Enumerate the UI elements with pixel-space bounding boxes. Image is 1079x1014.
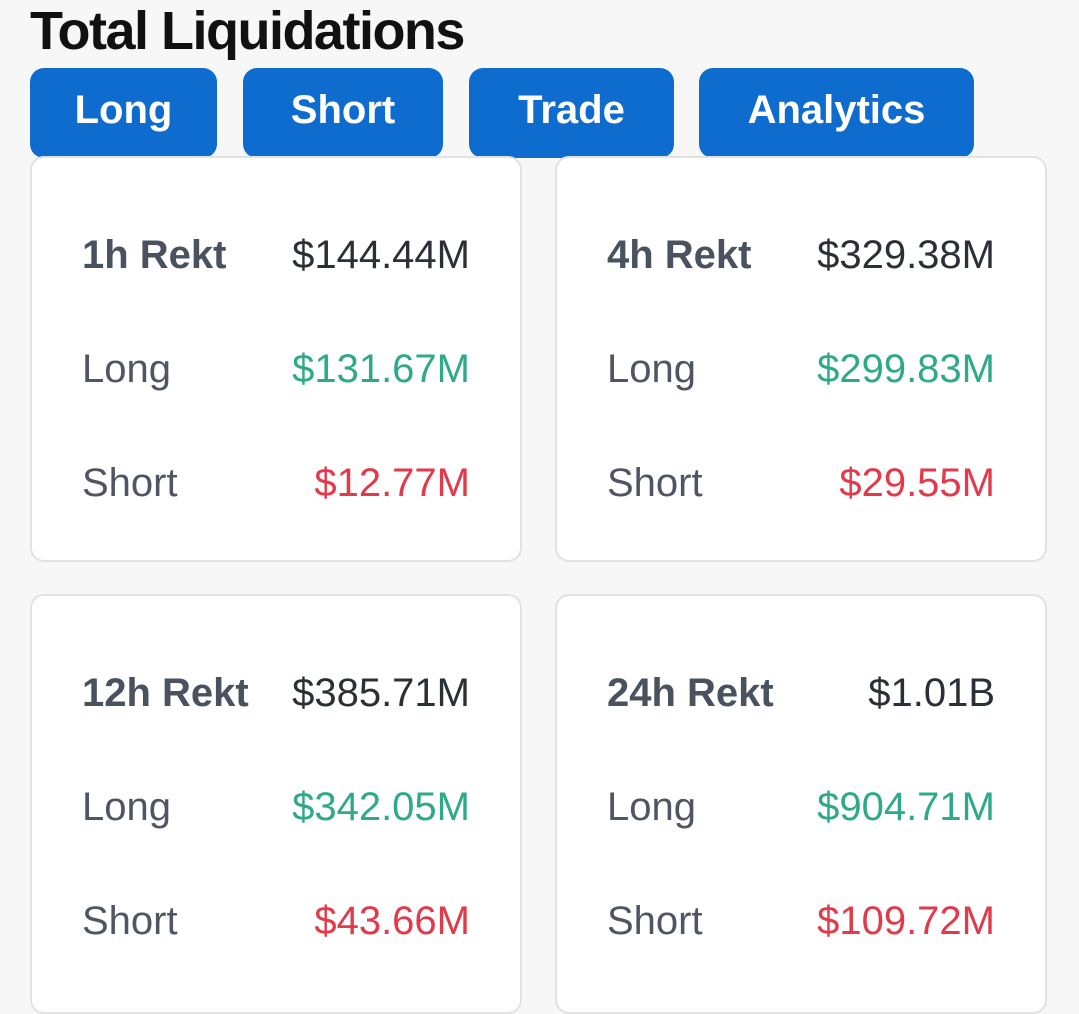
short-label: Short	[82, 460, 178, 505]
page-title: Total Liquidations	[30, 1, 465, 61]
total-value: $1.01B	[868, 670, 995, 715]
long-row: Long $131.67M	[82, 344, 470, 394]
period-label: 1h Rekt	[82, 232, 227, 277]
short-value: $12.77M	[314, 460, 470, 505]
tab-long[interactable]: Long	[30, 68, 217, 158]
long-value: $342.05M	[292, 784, 470, 829]
short-label: Short	[607, 460, 703, 505]
long-value: $299.83M	[817, 346, 995, 391]
long-row: Long $342.05M	[82, 782, 470, 832]
total-value: $329.38M	[817, 232, 995, 277]
long-value: $904.71M	[817, 784, 995, 829]
long-label: Long	[607, 784, 696, 829]
long-value: $131.67M	[292, 346, 470, 391]
short-label: Short	[607, 898, 703, 943]
short-row: Short $29.55M	[607, 458, 995, 508]
short-row: Short $109.72M	[607, 896, 995, 946]
long-label: Long	[82, 784, 171, 829]
total-row: 12h Rekt $385.71M	[82, 668, 470, 718]
short-row: Short $12.77M	[82, 458, 470, 508]
total-row: 1h Rekt $144.44M	[82, 230, 470, 280]
long-label: Long	[607, 346, 696, 391]
liquidation-card-1h: 1h Rekt $144.44M Long $131.67M Short $12…	[30, 156, 522, 562]
tab-analytics[interactable]: Analytics	[699, 68, 974, 158]
total-row: 24h Rekt $1.01B	[607, 668, 995, 718]
period-label: 12h Rekt	[82, 670, 249, 715]
liquidation-card-12h: 12h Rekt $385.71M Long $342.05M Short $4…	[30, 594, 522, 1014]
short-value: $29.55M	[839, 460, 995, 505]
total-row: 4h Rekt $329.38M	[607, 230, 995, 280]
liquidation-card-24h: 24h Rekt $1.01B Long $904.71M Short $109…	[555, 594, 1047, 1014]
long-label: Long	[82, 346, 171, 391]
tab-short[interactable]: Short	[243, 68, 443, 158]
short-value: $43.66M	[314, 898, 470, 943]
total-value: $144.44M	[292, 232, 470, 277]
tab-trade[interactable]: Trade	[469, 68, 674, 158]
liquidation-card-4h: 4h Rekt $329.38M Long $299.83M Short $29…	[555, 156, 1047, 562]
long-row: Long $299.83M	[607, 344, 995, 394]
total-value: $385.71M	[292, 670, 470, 715]
period-label: 24h Rekt	[607, 670, 774, 715]
short-row: Short $43.66M	[82, 896, 470, 946]
short-label: Short	[82, 898, 178, 943]
short-value: $109.72M	[817, 898, 995, 943]
long-row: Long $904.71M	[607, 782, 995, 832]
period-label: 4h Rekt	[607, 232, 752, 277]
